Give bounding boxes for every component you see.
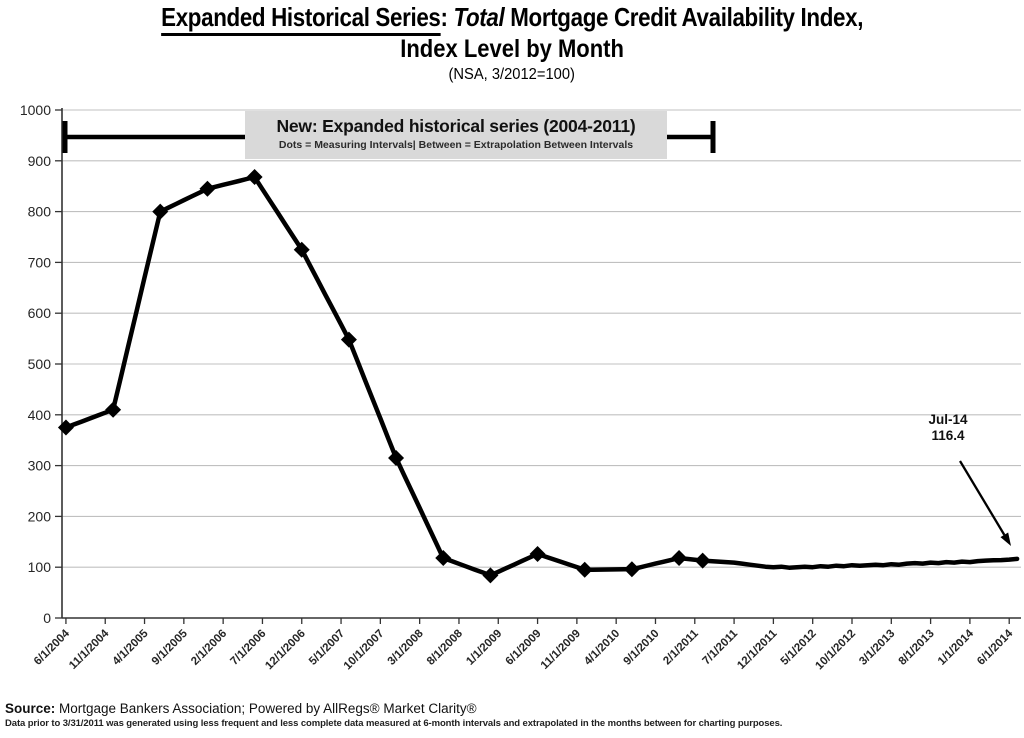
endpoint-arrow (959, 460, 1011, 546)
y-tick-label: 700 (28, 254, 52, 270)
measured-point-marker (340, 331, 357, 348)
measured-point-marker (246, 169, 263, 186)
y-tick-label: 1000 (20, 102, 51, 118)
source-line: Source: Mortgage Bankers Association; Po… (5, 701, 1019, 716)
y-tick-label: 300 (28, 458, 52, 474)
x-tick-label: 11/1/2009 (539, 628, 583, 672)
chart-title-block: Expanded Historical Series: Total Mortga… (0, 2, 1024, 85)
chart-subtitle: (NSA, 3/2012=100) (448, 66, 576, 84)
y-tick-label: 900 (28, 153, 52, 169)
x-tick-label: 7/1/2011 (701, 627, 741, 667)
measured-point-marker (152, 203, 169, 220)
y-tick-label: 800 (28, 204, 52, 220)
x-tick-label: 5/1/2007 (307, 628, 347, 668)
measured-point-marker (435, 550, 452, 567)
x-tick-label: 8/1/2008 (425, 627, 466, 668)
x-tick-label: 4/1/2005 (111, 627, 152, 668)
measured-point-marker (671, 550, 688, 567)
measured-point-marker (199, 180, 216, 197)
y-tick-label: 100 (28, 559, 52, 575)
x-tick-label: 4/1/2010 (582, 628, 622, 668)
x-tick-label: 1/1/2014 (936, 627, 977, 668)
x-tick-label: 3/1/2008 (386, 627, 427, 668)
title-separator: : (440, 2, 454, 32)
x-tick-label: 12/1/2006 (263, 628, 308, 673)
endpoint-value-label: 116.4 (931, 428, 965, 443)
x-tick-label: 2/1/2011 (661, 627, 701, 667)
measured-point-marker (388, 449, 405, 466)
x-tick-label: 9/1/2005 (150, 627, 191, 668)
measured-point-marker (529, 545, 546, 562)
x-tick-label: 6/1/2004 (32, 627, 73, 668)
mcai-series-line (63, 174, 1020, 578)
chart-title-line-1: Expanded Historical Series: Total Mortga… (0, 2, 1024, 36)
y-axis-labels: 0 100 200 300 400 500 600 700 800 900 1000 (20, 102, 51, 626)
endpoint-date-label: Jul-14 (928, 412, 968, 427)
source-text: Mortgage Bankers Association; Powered by… (55, 701, 477, 716)
measured-point-marker (57, 419, 74, 436)
callout-heading: New: Expanded historical series (2004-20… (276, 116, 636, 136)
y-tick-label: 0 (43, 610, 51, 626)
measured-point-marker (623, 561, 640, 578)
x-tick-label: 12/1/2011 (735, 627, 780, 672)
x-tick-label: 10/1/2012 (813, 628, 858, 673)
measured-point-marker (482, 567, 499, 584)
chart-footer: Source: Mortgage Bankers Association; Po… (5, 701, 1019, 729)
measured-point-markers (57, 169, 711, 584)
x-tick-label: 10/1/2007 (342, 628, 387, 673)
chart-title-line-2: Index Level by Month (400, 34, 624, 63)
endpoint-annotation: Jul-14 116.4 (905, 412, 991, 444)
y-gridlines (55, 109, 1021, 619)
y-tick-label: 400 (28, 407, 52, 423)
measured-point-marker (105, 401, 122, 418)
x-tick-label: 6/1/2014 (975, 627, 1016, 668)
callout-box: New: Expanded historical series (2004-20… (245, 111, 667, 159)
x-tick-label: 7/1/2006 (228, 628, 268, 668)
y-tick-label: 200 (28, 508, 52, 524)
source-label: Source: (5, 701, 56, 716)
measured-point-marker (694, 552, 711, 569)
x-tick-label: 9/1/2010 (621, 628, 661, 668)
x-tick-label: 1/1/2009 (464, 628, 504, 668)
title-italic-part: Total (453, 2, 505, 32)
x-tick-label: 3/1/2013 (857, 628, 897, 668)
title-underlined-part: Expanded Historical Series (161, 2, 441, 36)
x-tick-label: 6/1/2009 (504, 628, 544, 668)
y-tick-label: 500 (28, 356, 52, 372)
x-tick-label: 8/1/2013 (897, 628, 937, 668)
callout-subtext: Dots = Measuring Intervals| Between = Ex… (278, 139, 634, 151)
x-tick-label: 5/1/2012 (779, 628, 819, 668)
footnote-text: Data prior to 3/31/2011 was generated us… (5, 718, 783, 729)
measured-point-marker (576, 561, 593, 578)
measured-point-marker (293, 241, 310, 258)
y-tick-label: 600 (28, 305, 52, 321)
x-tick-label: 11/1/2004 (67, 627, 112, 672)
title-rest-part: Mortgage Credit Availability Index, (504, 2, 863, 32)
x-tick-label: 2/1/2006 (189, 628, 229, 668)
